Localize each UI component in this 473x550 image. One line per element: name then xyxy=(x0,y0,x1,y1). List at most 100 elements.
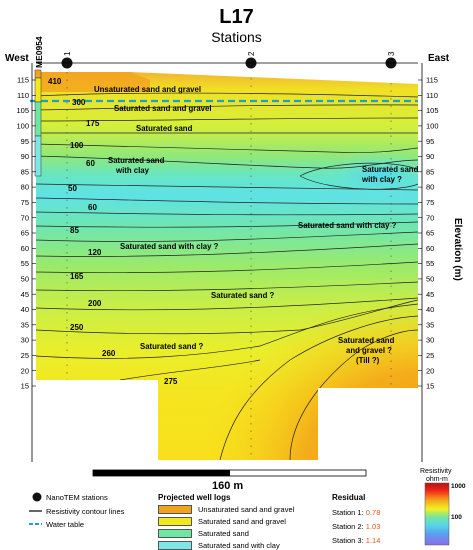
elevation-tick-label: 105 xyxy=(426,106,439,115)
elevation-tick-label: 20 xyxy=(21,366,29,375)
elevation-tick-label: 25 xyxy=(426,351,434,360)
elevation-tick-label: 60 xyxy=(21,244,29,253)
colorbar-title: Resistivity xyxy=(420,468,452,475)
well-log-legend-item: Saturated sand xyxy=(158,529,249,538)
elevation-tick-label: 30 xyxy=(426,336,434,345)
well-log xyxy=(34,69,42,177)
unit-label: Saturated sand ? xyxy=(140,342,203,351)
unit-label: Saturated sand ? xyxy=(211,291,274,300)
elevation-tick-label: 50 xyxy=(426,275,434,284)
well-log-legend-item: Saturated sand with clay xyxy=(158,541,280,550)
stations-heading: Stations xyxy=(211,29,262,45)
elevation-tick-label: 100 xyxy=(426,122,439,131)
residual-legend: Residual xyxy=(332,493,365,502)
legend-item-label: Saturated sand xyxy=(198,529,249,538)
colorbar: Resistivity ohm-m 1000 100 xyxy=(420,468,466,546)
unit-label: Saturated sand xyxy=(108,156,165,165)
unit-label: Unsaturated sand and gravel xyxy=(94,85,201,94)
swatch-saturated-sand-clay xyxy=(158,541,192,550)
well-log-legend: Projected well logs xyxy=(158,493,230,502)
elevation-tick-label: 105 xyxy=(16,106,29,115)
unit-label: Saturated sand xyxy=(136,124,193,133)
contour-label: 260 xyxy=(102,349,116,358)
unit-label: Saturated sand and gravel xyxy=(114,104,212,113)
elevation-axis-title: Elevation (m) xyxy=(452,218,463,281)
elevation-tick-label: 110 xyxy=(17,91,29,100)
contour-label: 120 xyxy=(88,248,102,257)
elevation-tick-label: 35 xyxy=(21,320,29,329)
legend-item-label: Saturated sand and gravel xyxy=(198,517,286,526)
residual-title: Residual xyxy=(332,493,366,502)
elevation-tick-label: 95 xyxy=(426,137,434,146)
colorbar-max: 1000 xyxy=(451,483,466,490)
station-number: 1 xyxy=(63,51,72,56)
elevation-tick-label: 60 xyxy=(426,244,434,253)
residual-station-label: Station 2: xyxy=(332,522,364,531)
elevation-tick-label: 85 xyxy=(426,167,434,176)
colorbar-unit: ohm-m xyxy=(426,476,448,483)
unit-label: Saturated sand xyxy=(338,336,395,345)
colorbar-mid: 100 xyxy=(451,514,462,521)
figure-title: L17 xyxy=(219,6,254,28)
elevation-tick-label: 15 xyxy=(426,382,434,391)
east-label: East xyxy=(428,53,450,64)
elevation-tick-label: 85 xyxy=(21,167,29,176)
elevation-tick-label: 65 xyxy=(426,229,434,238)
elevation-tick-label: 75 xyxy=(21,198,29,207)
residual-station-label: Station 1: xyxy=(332,508,364,517)
well-id-label: ME0954 xyxy=(34,36,44,68)
unit-label: Saturated sand xyxy=(362,165,419,174)
elevation-tick-label: 55 xyxy=(21,259,29,268)
contour-label: 165 xyxy=(70,272,84,281)
contour-label: 50 xyxy=(68,184,77,193)
elevation-tick-label: 70 xyxy=(21,213,29,222)
unit-label: with clay xyxy=(115,166,150,175)
elevation-tick-label: 50 xyxy=(21,275,29,284)
contour-label: 250 xyxy=(70,323,84,332)
residual-row: Station 2: 1.03 xyxy=(332,522,380,531)
unit-label: with clay ? xyxy=(361,175,402,184)
legend-station-icon xyxy=(32,492,42,502)
scale-label: 160 m xyxy=(212,480,243,492)
residual-station-label: Station 3: xyxy=(332,536,364,545)
left-elevation-axis: 115 110 105 100 95 90 85 80 75 70 65 60 55 50 45 40 35 30… xyxy=(16,63,36,462)
elevation-tick-label: 75 xyxy=(426,198,434,207)
elevation-tick-label: 80 xyxy=(426,183,434,192)
swatch-saturated-sand xyxy=(158,529,192,538)
contour-label: 85 xyxy=(70,226,79,235)
unit-labels: Unsaturated sand and gravel Saturated sa… xyxy=(94,85,419,365)
legend-contours-label: Resistivity contour lines xyxy=(46,507,125,516)
swatch-unsaturated-sand-gravel xyxy=(158,505,192,514)
elevation-tick-label: 115 xyxy=(426,76,438,85)
elevation-tick-label: 25 xyxy=(21,351,29,360)
elevation-tick-label: 110 xyxy=(426,91,438,100)
elevation-tick-label: 80 xyxy=(21,183,29,192)
elevation-tick-label: 100 xyxy=(16,122,29,131)
well-log-legend-title: Projected well logs xyxy=(158,493,231,502)
contour-label: 200 xyxy=(88,299,102,308)
elevation-tick-label: 45 xyxy=(426,290,434,299)
elevation-tick-label: 95 xyxy=(21,137,29,146)
contour-label: 410 xyxy=(48,77,62,86)
residual-row: Station 3: 1.14 xyxy=(332,536,380,545)
station-number: 2 xyxy=(247,51,256,56)
contour-label: 275 xyxy=(164,377,178,386)
unit-label: (Till ?) xyxy=(356,356,380,365)
elevation-tick-label: 115 xyxy=(17,76,29,85)
contour-labels: 410 300 175 100 60 50 60 85 120 165 200 … xyxy=(48,77,178,386)
elevation-tick-label: 90 xyxy=(21,152,29,161)
residual-value: 1.14 xyxy=(365,536,381,545)
unit-label: and gravel ? xyxy=(346,346,392,355)
contour-label: 60 xyxy=(86,159,95,168)
elevation-tick-label: 45 xyxy=(21,290,29,299)
elevation-tick-label: 40 xyxy=(21,305,29,314)
legend-item-label: Unsaturated sand and gravel xyxy=(198,505,295,514)
elevation-tick-label: 35 xyxy=(426,320,434,329)
station-number: 3 xyxy=(387,51,396,56)
legend-stations-label: NanoTEM stations xyxy=(46,493,108,502)
right-elevation-axis: 115 110 105 100 95 90 85 80 75 70 65 60 55 50 45 40 35 30… xyxy=(418,63,439,462)
legend-water-label: Water table xyxy=(46,520,84,529)
elevation-tick-label: 30 xyxy=(21,336,29,345)
unit-label: Saturated sand with clay ? xyxy=(298,221,397,230)
